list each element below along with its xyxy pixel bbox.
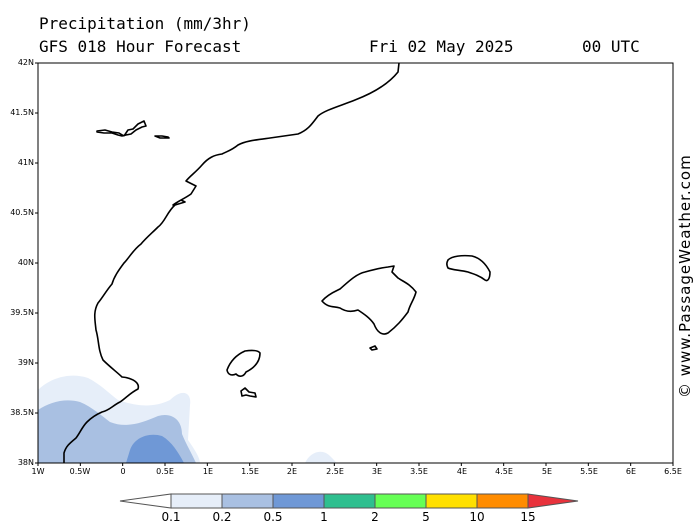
lon-label: 1W	[31, 467, 45, 476]
lon-label: 0.5W	[69, 467, 91, 476]
iberian-coastline	[63, 62, 400, 463]
lon-label: 5E	[541, 467, 553, 476]
lat-label: 40N	[17, 258, 34, 267]
lon-label: 0.5E	[156, 467, 174, 476]
lat-label: 38.5N	[10, 408, 34, 417]
lat-label: 39N	[17, 358, 34, 367]
model-label: GFS 018 Hour Forecast	[39, 37, 242, 56]
lon-label: 4E	[456, 467, 468, 476]
lat-label: 40.5N	[10, 208, 34, 217]
ibiza-island	[226, 349, 261, 377]
mallorca-island	[321, 265, 417, 335]
site-credit: © www.PassageWeather.com	[676, 154, 694, 398]
map-title: Precipitation (mm/3hr)	[39, 14, 251, 33]
legend-value: 10	[469, 510, 485, 524]
forecast-date: Fri 02 May 2025	[369, 37, 514, 56]
lon-label: 1.5E	[241, 467, 259, 476]
lon-label: 4.5E	[495, 467, 513, 476]
legend-value: 15	[520, 510, 536, 524]
lon-label: 2E	[286, 467, 298, 476]
lat-label: 41N	[17, 158, 34, 167]
lat-label: 38N	[17, 458, 34, 467]
legend-value: 0.5	[263, 510, 283, 524]
formentera-island	[240, 387, 257, 398]
lon-label: 5.5E	[580, 467, 598, 476]
columbretes-islet-west	[96, 120, 147, 137]
precip-area-light-east	[305, 451, 336, 463]
lat-label: 42N	[17, 58, 34, 67]
precip-area-heavy	[126, 434, 184, 463]
precipitation-shading	[38, 375, 336, 463]
legend-value: 2	[371, 510, 379, 524]
map-frame	[37, 62, 674, 464]
lon-label: 3E	[371, 467, 383, 476]
legend-value: 0.2	[212, 510, 232, 524]
legend-value: 0.1	[161, 510, 181, 524]
lon-label: 1E	[202, 467, 214, 476]
legend-value: 1	[320, 510, 328, 524]
lon-label: 3.5E	[410, 467, 428, 476]
coastlines	[63, 62, 491, 463]
lat-label: 39.5N	[10, 308, 34, 317]
lon-label: 6.5E	[664, 467, 682, 476]
lat-label: 41.5N	[10, 108, 34, 117]
columbretes-islet-east	[154, 135, 170, 139]
cabrera-island	[369, 345, 378, 351]
forecast-time: 00 UTC	[582, 37, 640, 56]
lon-label: 6E	[625, 467, 637, 476]
lon-label: 2.5E	[326, 467, 344, 476]
legend-value: 5	[422, 510, 430, 524]
menorca-island	[446, 254, 491, 282]
lon-label: 0	[120, 467, 126, 476]
